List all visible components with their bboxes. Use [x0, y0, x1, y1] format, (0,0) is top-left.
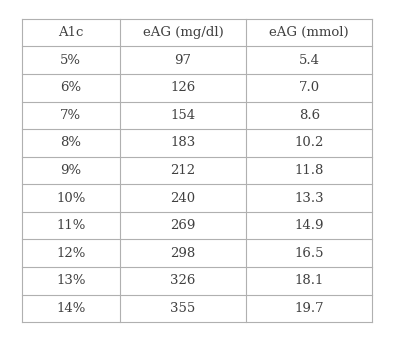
Text: 8%: 8% — [60, 136, 81, 149]
Text: 97: 97 — [175, 54, 191, 66]
Text: 14.9: 14.9 — [294, 219, 324, 232]
Text: 14%: 14% — [56, 302, 85, 315]
Text: 13%: 13% — [56, 275, 85, 287]
Text: 126: 126 — [170, 81, 195, 94]
Text: eAG (mg/dl): eAG (mg/dl) — [143, 26, 223, 39]
Text: A1c: A1c — [58, 26, 84, 39]
Text: 9%: 9% — [60, 164, 81, 177]
Text: 269: 269 — [170, 219, 196, 232]
Text: eAG (mmol): eAG (mmol) — [269, 26, 349, 39]
Text: 11.8: 11.8 — [295, 164, 324, 177]
Text: 240: 240 — [171, 192, 195, 205]
Text: 355: 355 — [170, 302, 195, 315]
Text: 19.7: 19.7 — [294, 302, 324, 315]
Text: 18.1: 18.1 — [295, 275, 324, 287]
Text: 6%: 6% — [60, 81, 81, 94]
Text: 212: 212 — [171, 164, 195, 177]
Text: 12%: 12% — [56, 247, 85, 260]
Text: 13.3: 13.3 — [294, 192, 324, 205]
Text: 7.0: 7.0 — [299, 81, 320, 94]
Text: 8.6: 8.6 — [299, 109, 320, 122]
Text: 5.4: 5.4 — [299, 54, 320, 66]
Text: 10%: 10% — [56, 192, 85, 205]
Text: 183: 183 — [170, 136, 195, 149]
Text: 154: 154 — [171, 109, 195, 122]
Text: 326: 326 — [170, 275, 196, 287]
Text: 7%: 7% — [60, 109, 81, 122]
Text: 11%: 11% — [56, 219, 85, 232]
Text: 5%: 5% — [60, 54, 81, 66]
Text: 16.5: 16.5 — [294, 247, 324, 260]
Text: 298: 298 — [170, 247, 195, 260]
Text: 10.2: 10.2 — [295, 136, 324, 149]
